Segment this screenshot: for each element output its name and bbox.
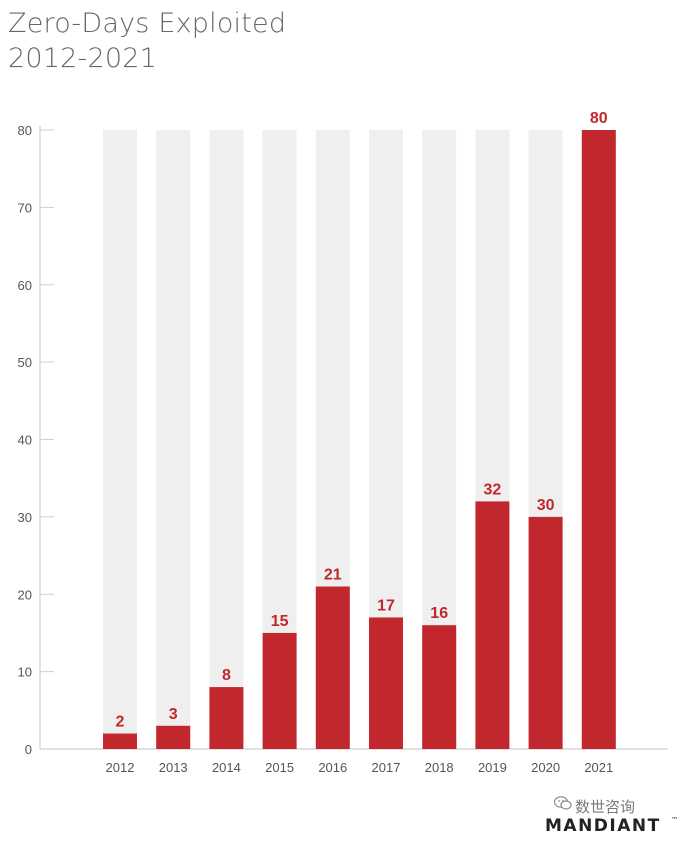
x-tick-label: 2012 [106, 760, 135, 775]
bar [156, 725, 191, 749]
bar-value-label: 30 [537, 497, 555, 514]
x-tick-label: 2021 [584, 760, 613, 775]
bar-track [209, 130, 244, 749]
bar-track [156, 130, 191, 749]
y-tick-label: 60 [18, 278, 32, 293]
bar [422, 625, 457, 749]
bar-value-label: 3 [169, 706, 178, 723]
bar-value-label: 2 [116, 714, 125, 731]
x-tick-label: 2014 [212, 760, 241, 775]
chart-title-line-1: Zero-Days Exploited [8, 8, 287, 39]
bar-value-label: 16 [430, 605, 448, 622]
bar-value-label: 17 [377, 597, 395, 614]
bar [475, 501, 510, 749]
bar-value-label: 32 [484, 481, 502, 498]
y-tick-label: 40 [18, 433, 32, 448]
x-tick-label: 2016 [318, 760, 347, 775]
bar [528, 516, 563, 749]
bar [581, 130, 616, 749]
bar-value-label: 21 [324, 567, 342, 584]
mandiant-logo: MANDIANT ™ [545, 816, 677, 834]
bar-value-label: 15 [271, 613, 289, 630]
chart-title-line-2: 2012-2021 [8, 43, 157, 74]
bar-value-label: 8 [222, 667, 231, 684]
logo-trademark: ™ [671, 816, 677, 824]
bar [103, 733, 137, 749]
y-tick-label: 20 [18, 587, 32, 602]
bar-value-label: 80 [590, 110, 608, 127]
x-tick-label: 2015 [265, 760, 294, 775]
x-tick-label: 2013 [159, 760, 188, 775]
y-tick-label: 80 [18, 123, 32, 138]
bar [209, 687, 244, 749]
x-tick-label: 2017 [372, 760, 401, 775]
y-tick-label: 70 [18, 200, 32, 215]
wechat-icon [554, 796, 572, 810]
bar-track [103, 130, 137, 749]
y-tick-label: 30 [18, 510, 32, 525]
bar [315, 586, 350, 749]
y-tick-label: 0 [25, 742, 32, 757]
y-tick-label: 50 [18, 355, 32, 370]
bar [369, 617, 403, 749]
y-tick-label: 10 [18, 665, 32, 680]
x-tick-label: 2020 [531, 760, 560, 775]
x-tick-label: 2018 [425, 760, 454, 775]
watermark-text: 数世咨询 [575, 798, 636, 816]
chart-title: Zero-Days Exploited 2012-2021 [8, 6, 286, 76]
x-tick-label: 2019 [478, 760, 507, 775]
logo-text: MANDIANT [545, 816, 661, 834]
bar [262, 632, 297, 749]
